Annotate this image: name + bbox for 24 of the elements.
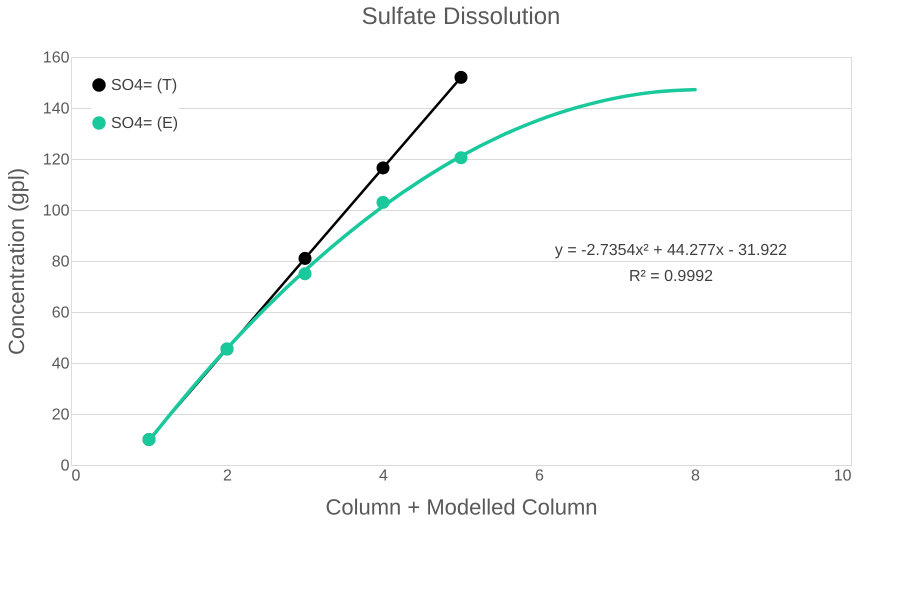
- x-tick-label: 8: [691, 468, 700, 484]
- y-tick-label: 40: [52, 356, 70, 372]
- x-axis-title: Column + Modelled Column: [325, 494, 598, 520]
- y-tick-label: 140: [42, 100, 70, 118]
- y-tick-label: 60: [52, 304, 70, 322]
- legend-label: SO4= (T): [111, 77, 178, 94]
- chart-title: Sulfate Dissolution: [362, 3, 560, 30]
- y-axis-title: Concentration (gpl): [4, 168, 29, 356]
- y-tick-label: 100: [42, 202, 70, 220]
- y-tick-label: 160: [42, 50, 70, 66]
- point: [454, 70, 468, 84]
- y-tick-label: 120: [42, 152, 70, 168]
- annotation: R² = 0.9992: [628, 268, 714, 285]
- y-tick-label: 80: [52, 254, 70, 270]
- point: [376, 161, 390, 174]
- x-tick-label: 2: [223, 468, 232, 484]
- x-tick-label: 0: [72, 468, 80, 484]
- x-tick-label: 4: [379, 468, 388, 484]
- x-tick-label: 10: [834, 468, 852, 484]
- legend-label: SO4= (E): [111, 115, 178, 132]
- y-tick-label: 20: [52, 406, 70, 424]
- annotation: y = -2.7354x² + 44.277x - 31.922: [554, 242, 788, 259]
- x-tick-label: 6: [535, 468, 544, 484]
- point: [298, 252, 312, 265]
